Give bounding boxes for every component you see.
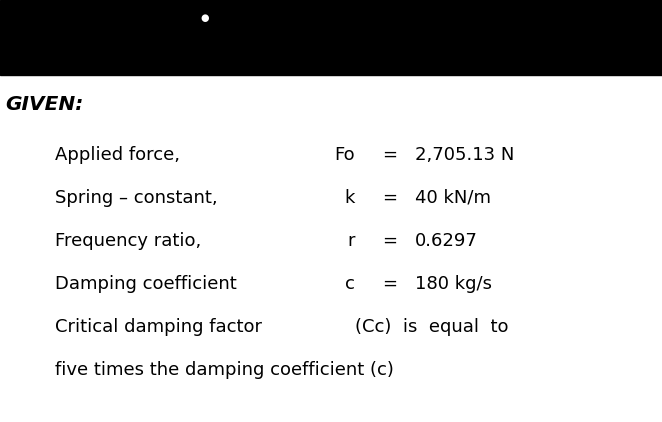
Text: Frequency ratio,: Frequency ratio,	[55, 232, 201, 250]
Text: Fo: Fo	[334, 146, 355, 164]
Text: Critical damping factor: Critical damping factor	[55, 318, 262, 336]
Text: k: k	[345, 189, 355, 207]
Text: =: =	[383, 189, 397, 207]
Text: =: =	[383, 275, 397, 293]
Bar	[0, 0, 662, 75]
Text: Applied force,: Applied force,	[55, 146, 180, 164]
Text: Damping coefficient: Damping coefficient	[55, 275, 237, 293]
Text: =: =	[383, 232, 397, 250]
Text: =: =	[383, 146, 397, 164]
Text: 180 kg/s: 180 kg/s	[415, 275, 492, 293]
Text: ●: ●	[201, 13, 209, 23]
Text: 0.6297: 0.6297	[415, 232, 478, 250]
Text: (Cc)  is  equal  to: (Cc) is equal to	[355, 318, 508, 336]
Text: GIVEN:: GIVEN:	[5, 95, 83, 114]
Text: r: r	[348, 232, 355, 250]
Text: five times the damping coefficient (c): five times the damping coefficient (c)	[55, 361, 394, 379]
Text: c: c	[345, 275, 355, 293]
Text: 40 kN/m: 40 kN/m	[415, 189, 491, 207]
Text: 2,705.13 N: 2,705.13 N	[415, 146, 514, 164]
Text: Spring – constant,: Spring – constant,	[55, 189, 218, 207]
